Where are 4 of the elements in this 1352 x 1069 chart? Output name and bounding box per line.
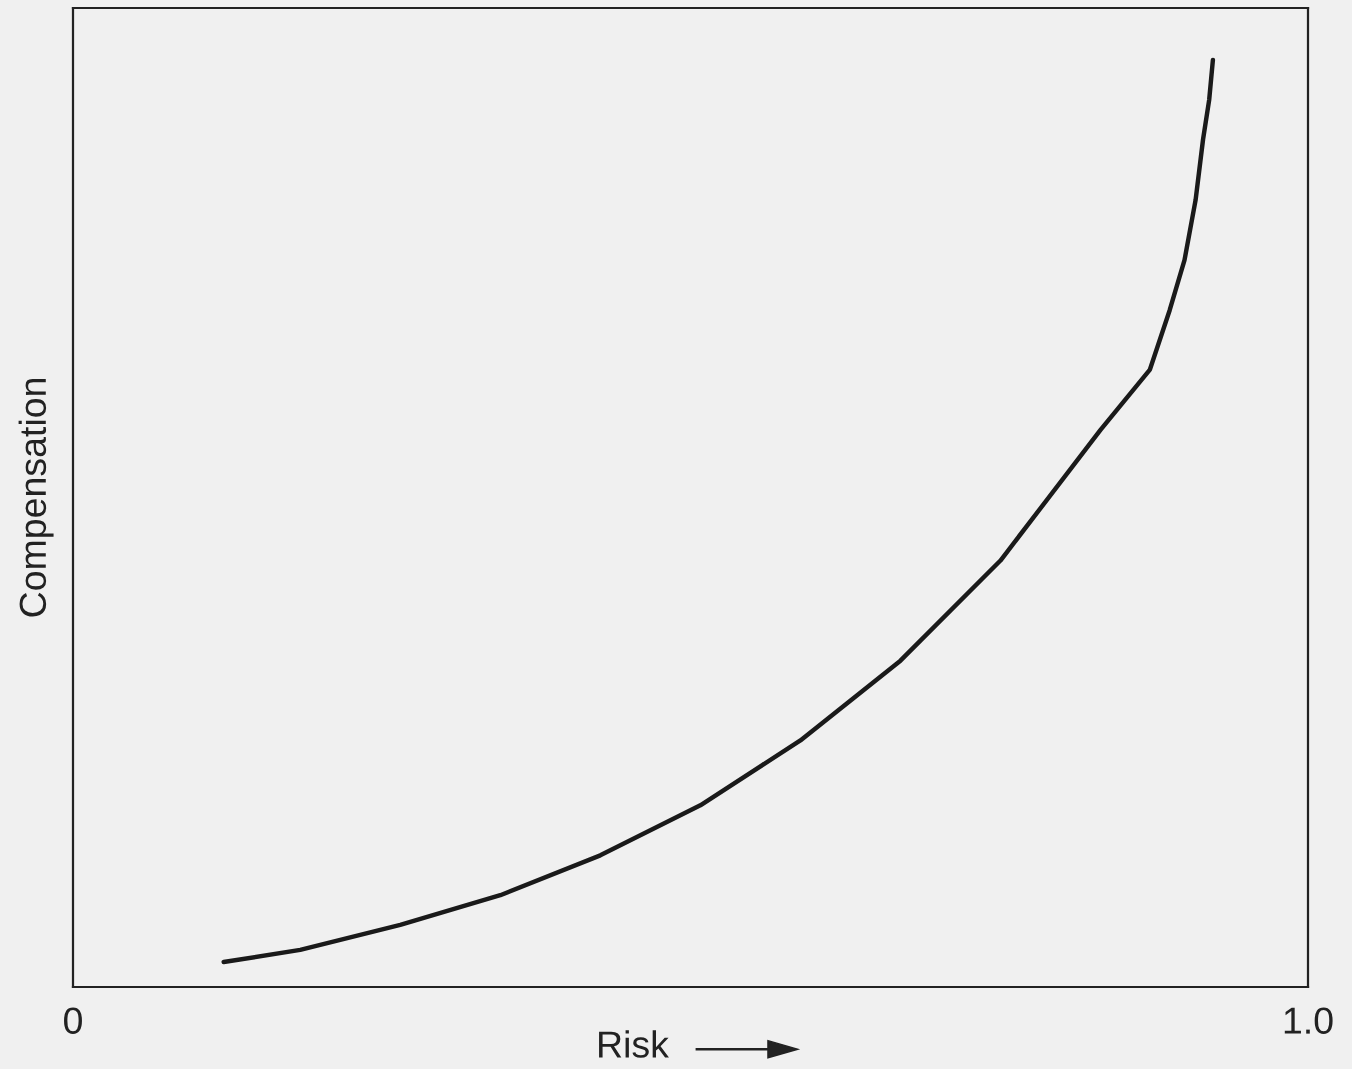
x-axis-title: Risk — [599, 1030, 669, 1058]
x-tick-label: 1.0 — [1284, 1007, 1333, 1034]
y-axis-title: Compensation — [18, 379, 54, 617]
x-tick-label: 0 — [64, 1007, 82, 1034]
